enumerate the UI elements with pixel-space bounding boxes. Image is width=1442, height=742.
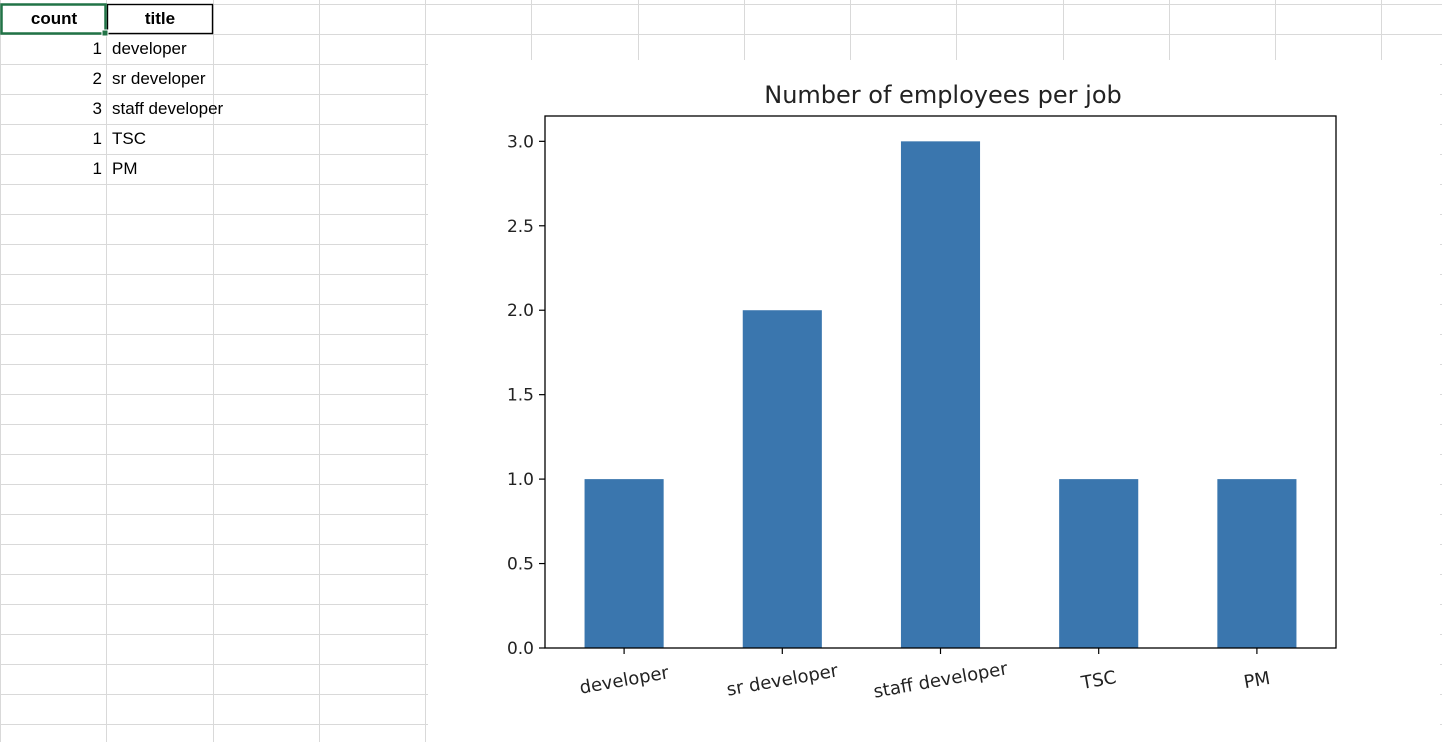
header-cell-title[interactable]: title	[144, 9, 176, 28]
chart-title: Number of employees per job	[764, 81, 1121, 109]
title-cell[interactable]: PM	[112, 159, 138, 178]
x-tick-label: PM	[1242, 668, 1272, 693]
y-tick-label: 1.0	[507, 470, 534, 490]
y-tick-label: 0.0	[507, 639, 534, 659]
x-tick-label: TSC	[1079, 667, 1118, 694]
y-tick-label: 2.0	[507, 301, 534, 321]
title-cell[interactable]: sr developer	[112, 69, 206, 88]
y-tick-label: 0.5	[507, 555, 534, 575]
count-cell[interactable]: 1	[92, 129, 102, 148]
header-cell-count[interactable]: count	[30, 9, 78, 28]
x-tick-label: sr developer	[725, 660, 840, 700]
fill-handle[interactable]	[101, 29, 109, 37]
bar-chart[interactable]: Number of employees per job 0.0 0.5 1.0 1.5…	[428, 60, 1440, 742]
count-cell[interactable]: 1	[92, 39, 102, 58]
count-cell[interactable]: 2	[92, 69, 102, 88]
x-tick-label: staff developer	[872, 658, 1010, 702]
title-header-border	[106, 3, 214, 35]
title-cell[interactable]: developer	[112, 39, 187, 58]
title-cell[interactable]: staff developer	[112, 99, 224, 118]
bar-pm	[1217, 479, 1297, 648]
count-cell[interactable]: 1	[92, 159, 102, 178]
y-tick-label: 1.5	[507, 386, 534, 406]
bar-developer	[584, 479, 664, 648]
bar-staff-developer	[900, 141, 981, 649]
count-cell[interactable]: 3	[92, 99, 102, 118]
y-tick-label: 2.5	[507, 217, 534, 237]
selected-cell-outline	[0, 3, 107, 35]
x-tick-label: developer	[578, 662, 671, 698]
bar-sr-developer	[742, 310, 822, 648]
y-tick-label: 3.0	[507, 132, 534, 152]
plot-frame	[544, 115, 1337, 649]
bar-tsc	[1059, 479, 1139, 648]
title-cell[interactable]: TSC	[112, 129, 146, 148]
